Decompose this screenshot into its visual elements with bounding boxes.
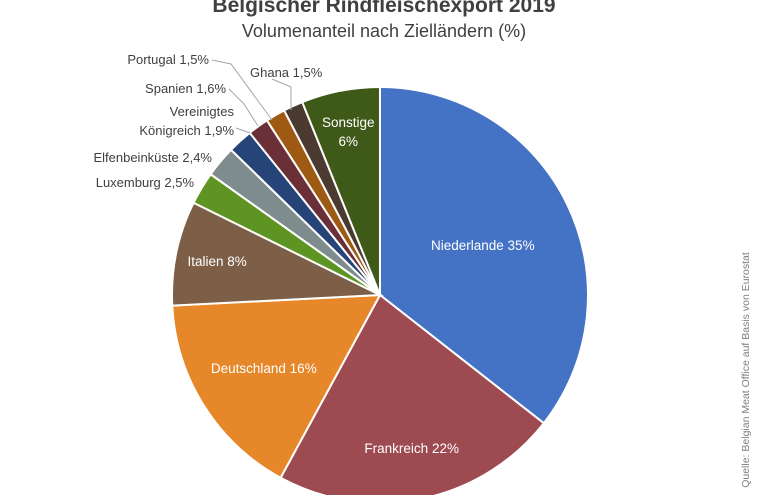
slice-label-deutschland: Deutschland 16%	[211, 361, 317, 376]
leader-line-ghana	[271, 78, 292, 110]
slice-label-elfenbeinkuste: Elfenbeinküste 2,4%	[93, 150, 212, 165]
pie-slice-italien	[171, 201, 384, 307]
slice-label-luxemburg: Luxemburg 2,5%	[96, 175, 195, 190]
slice-label-frankreich: Frankreich 22%	[364, 441, 459, 456]
pie-slice-niederlande	[379, 85, 589, 425]
pie-slices	[171, 85, 589, 495]
pie-slice-frankreich	[279, 293, 546, 495]
slice-label-portugal: Portugal 1,5%	[127, 52, 209, 67]
slice-labels: Niederlande 35% Frankreich 22% Deutschland…	[93, 52, 534, 456]
pie-slice-deutschland	[171, 293, 382, 480]
chart-subtitle: Volumenanteil nach Zielländern (%)	[242, 21, 526, 41]
slice-label-spanien: Spanien 1,6%	[145, 81, 226, 96]
slice-label-ghana: Ghana 1,5%	[250, 65, 323, 80]
slice-label-niederlande: Niederlande 35%	[431, 238, 535, 253]
slice-label-vereinigtes-konigreich: Vereinigtes Königreich 1,9%	[139, 104, 234, 138]
leader-lines	[211, 59, 292, 134]
source-note: Quelle: Belgian Meat Office auf Basis vo…	[740, 252, 752, 488]
pie-slice-sonstige	[300, 85, 381, 296]
slice-label-sonstige: Sonstige 6%	[322, 115, 375, 149]
leader-line-vereinigtes-konigreich	[235, 127, 251, 134]
leader-line-spanien	[228, 88, 259, 127]
slice-label-italien: Italien 8%	[187, 254, 246, 269]
chart-title: Belgischer Rindfleischexport 2019	[212, 0, 555, 17]
leader-line-portugal	[211, 59, 273, 121]
